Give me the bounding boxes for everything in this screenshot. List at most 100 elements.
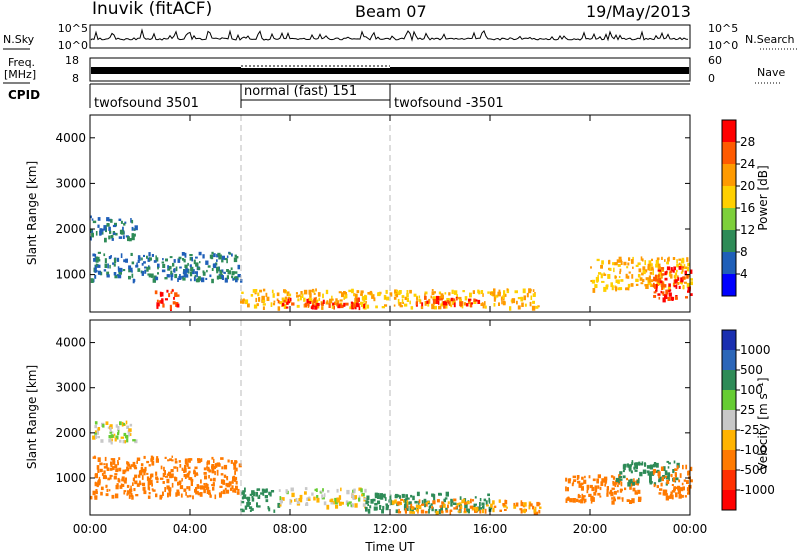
velocity-cell (391, 500, 395, 505)
velocity-cell (611, 497, 613, 500)
power-region (393, 288, 540, 311)
power-cell (653, 276, 657, 281)
velocity-cell (234, 470, 236, 475)
velocity-cell (128, 432, 132, 436)
power-cell (590, 266, 592, 269)
velocity-cell (181, 467, 184, 471)
power-cell (645, 277, 649, 281)
power-cell (333, 305, 335, 310)
velocity-cell (381, 509, 384, 514)
velocity-cell (638, 463, 641, 466)
power-cell (223, 271, 226, 274)
power-cell (680, 259, 685, 264)
velocity-cell (179, 464, 182, 468)
power-cell (117, 266, 120, 271)
velocity-cell (649, 482, 652, 485)
velocity-cell (147, 480, 151, 486)
power-cell (277, 300, 280, 304)
power-cell (630, 259, 634, 264)
power-cell (331, 304, 334, 309)
velocity-colorbar-tick-label: -100 (740, 443, 767, 457)
power-cell (418, 295, 421, 299)
velocity-cell (493, 505, 497, 508)
power-cell (307, 305, 310, 308)
power-cell (648, 260, 652, 265)
power-cell (271, 289, 274, 294)
velocity-cell (162, 481, 165, 484)
velocity-cell (539, 502, 541, 505)
velocity-cell (270, 490, 275, 493)
power-cell (308, 297, 312, 303)
power-cell (103, 253, 106, 257)
velocity-cell (115, 435, 119, 440)
power-cell (200, 277, 205, 283)
velocity-cell (115, 484, 119, 490)
velocity-cell (444, 497, 448, 500)
power-cell (432, 298, 437, 304)
power-cell (147, 257, 150, 262)
velocity-cell (110, 441, 113, 445)
velocity-cell (106, 488, 109, 492)
velocity-cell (151, 483, 153, 487)
velocity-cell (187, 466, 191, 469)
velocity-cell (610, 492, 614, 497)
power-cell (506, 288, 509, 291)
velocity-cell (666, 493, 668, 498)
velocity-cell (490, 503, 493, 508)
x-tick-label: 16:00 (473, 522, 508, 536)
power-cell (162, 263, 166, 268)
velocity-cell (566, 487, 569, 492)
velocity-cell (636, 482, 639, 486)
velocity-cell (123, 492, 126, 495)
power-cell (384, 304, 388, 307)
velocity-cell (231, 480, 234, 484)
velocity-cell (630, 470, 633, 474)
velocity-cell (411, 511, 415, 514)
velocity-cell (109, 427, 112, 432)
power-cell (666, 261, 669, 265)
power-cell (450, 297, 454, 302)
velocity-cell (118, 467, 122, 472)
power-cell (134, 225, 138, 231)
power-cell (598, 272, 602, 275)
power-cell (193, 276, 196, 282)
power-cell (165, 258, 168, 262)
velocity-cell (136, 457, 141, 461)
noise-panel: N.Sky 10^5 10^0 10^5 10^0 N.Search (3, 22, 798, 52)
power-cell (155, 257, 159, 262)
power-cell (500, 296, 503, 301)
velocity-cell (203, 483, 206, 486)
velocity-cell (659, 478, 662, 482)
velocity-cell (603, 478, 608, 483)
power-cell (149, 257, 152, 261)
velocity-cell (311, 492, 314, 496)
power-cell (356, 303, 360, 308)
power-cell (650, 279, 654, 282)
velocity-cell (212, 486, 215, 491)
velocity-cell (166, 485, 170, 490)
velocity-cell (305, 502, 309, 506)
power-cell (309, 293, 312, 298)
velocity-cell (367, 503, 369, 506)
power-cell (322, 299, 325, 304)
power-cell (459, 301, 463, 307)
power-cell (523, 295, 526, 301)
power-cell (642, 266, 646, 270)
velocity-cell (445, 509, 449, 513)
power-cell (301, 293, 304, 298)
velocity-cell (197, 458, 201, 464)
power-cell (433, 291, 436, 294)
power-cell (219, 274, 223, 278)
power-cell (678, 285, 681, 289)
power-cell (596, 258, 600, 262)
velocity-cell (218, 492, 222, 496)
power-cell (95, 263, 98, 267)
power-cell (317, 292, 321, 297)
power-cell (161, 261, 165, 264)
power-cell (118, 218, 122, 221)
power-cell (135, 264, 139, 268)
velocity-cell (187, 458, 191, 463)
velocity-cell (176, 491, 180, 496)
velocity-cell (576, 475, 579, 480)
velocity-cell (156, 456, 159, 461)
